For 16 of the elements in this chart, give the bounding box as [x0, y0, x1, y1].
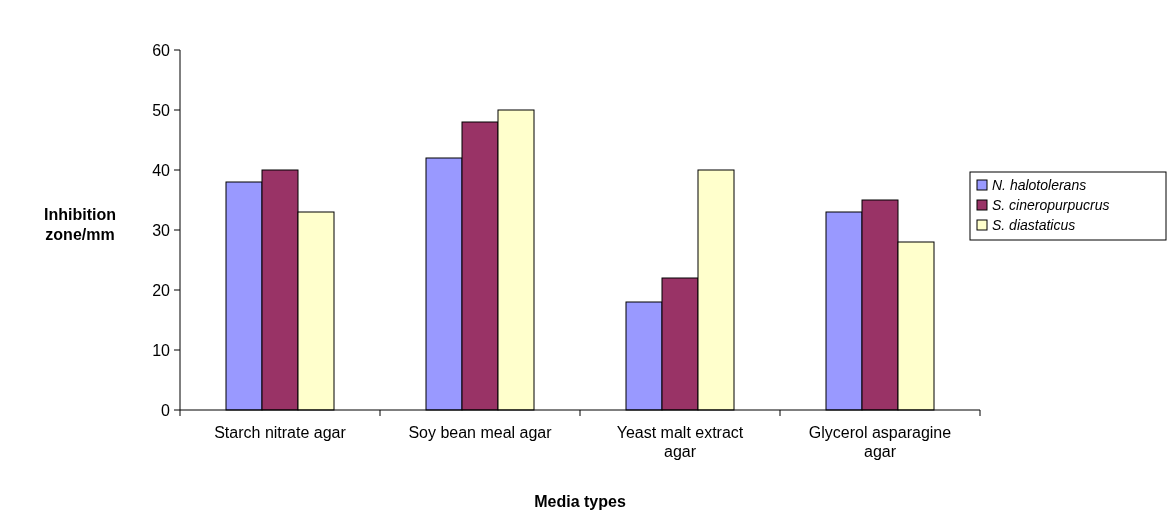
y-tick-label: 30	[152, 221, 171, 239]
legend-label: S. cineropurpucrus	[992, 196, 1110, 213]
y-axis-title: Inhibition zone/mm	[44, 206, 116, 243]
y-tick-label: 40	[152, 161, 171, 179]
x-axis-title: Media types	[534, 493, 626, 510]
y-tick-label: 0	[161, 401, 171, 419]
legend-label: N. halotolerans	[992, 176, 1087, 193]
x-tick-label: Glycerol asparagine agar	[808, 424, 952, 460]
x-tick-label: Yeast malt extract agar	[616, 424, 744, 460]
x-tick-label: Starch nitrate agar	[214, 424, 347, 441]
x-tick-label: Soy bean meal agar	[408, 424, 553, 441]
y-tick-label: 50	[152, 101, 171, 119]
y-tick-label: 20	[152, 281, 171, 299]
legend-label: S. diastaticus	[992, 216, 1076, 233]
y-tick-label: 10	[152, 341, 171, 359]
y-tick-label: 60	[152, 41, 171, 59]
